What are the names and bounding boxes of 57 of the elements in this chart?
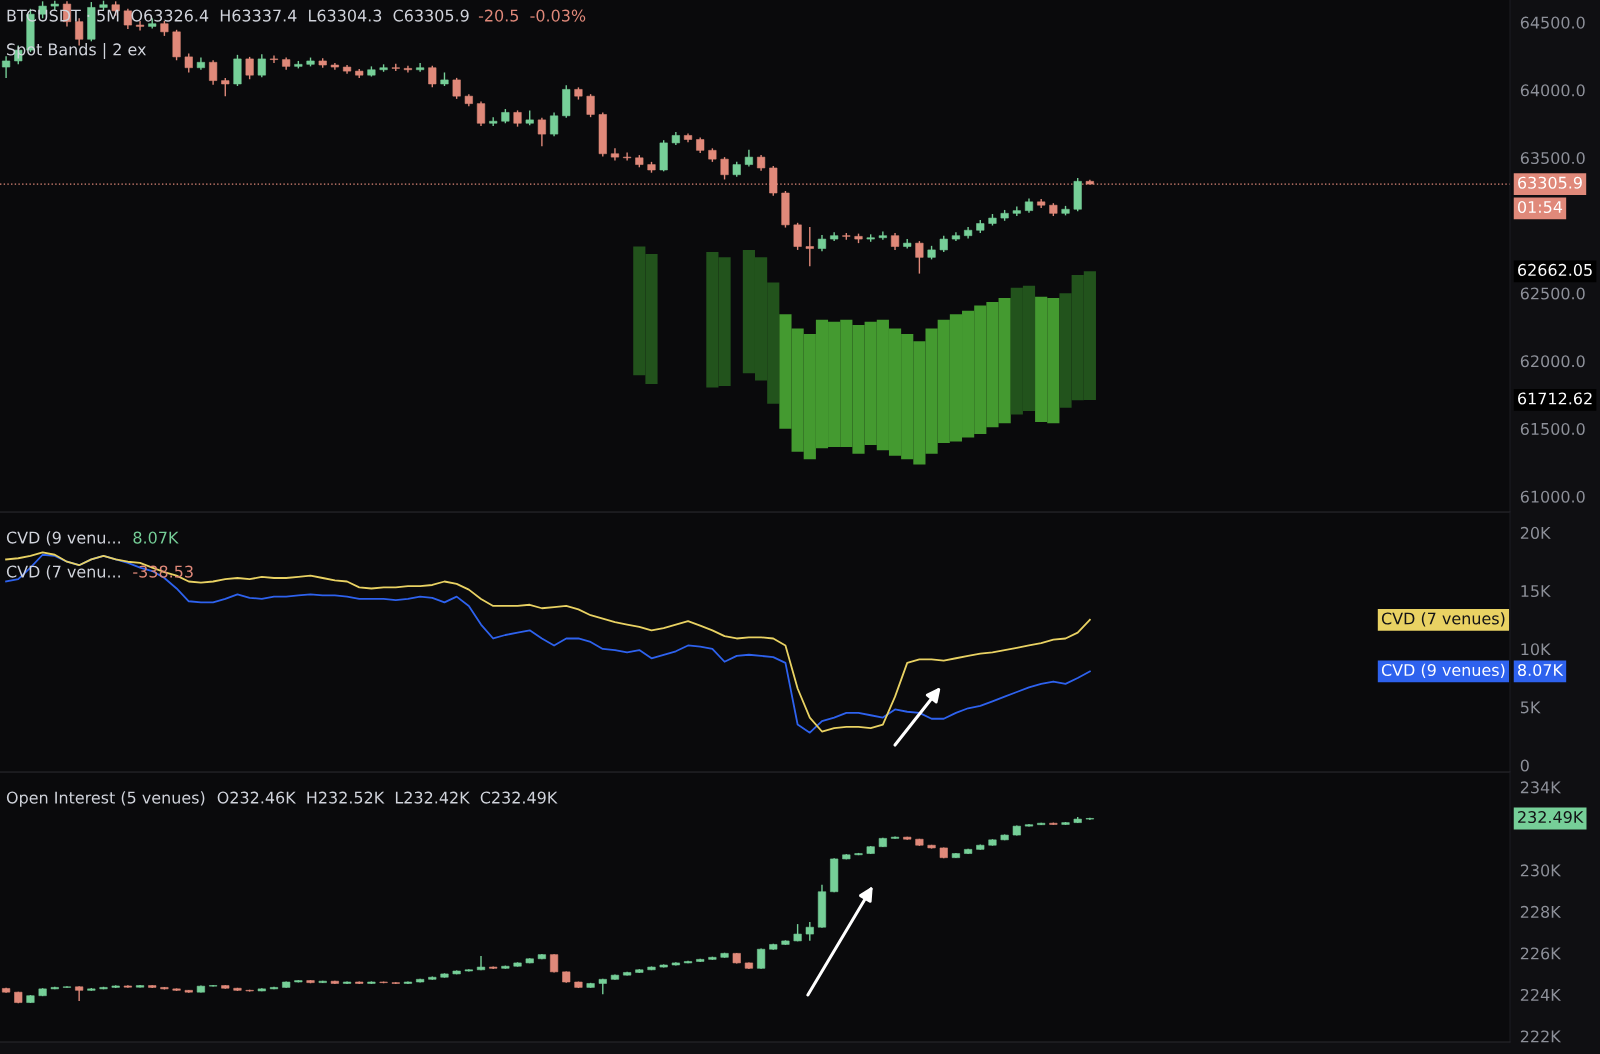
candlestick (623, 151, 632, 162)
candlestick (720, 156, 729, 181)
text: 62662.05 (1518, 263, 1592, 276)
candlestick (805, 921, 814, 942)
text: O232.46K H232.52K L232.42K C232.49K (217, 791, 558, 804)
y-tick-label: 20K (1520, 526, 1551, 539)
y-tick-label: 234K (1520, 781, 1562, 794)
y-tick-label: 62000.0 (1520, 355, 1585, 368)
candlestick (805, 226, 814, 267)
y-tick-label: 224K (1520, 988, 1562, 1001)
y-tick-label: 10K (1521, 643, 1551, 656)
candlestick (75, 985, 84, 1002)
candlestick (428, 64, 437, 89)
y-tick-label: 222K (1520, 1030, 1562, 1043)
candlestick (221, 77, 230, 97)
y-tick-label: 15K (1521, 585, 1551, 598)
ref-line-label: 63305.9 (1518, 176, 1582, 189)
text: CVD (7 venues) (1381, 612, 1505, 627)
candlestick (257, 53, 266, 78)
y-tick-label: 64500.0 (1520, 16, 1585, 29)
text: 8.07K (1518, 663, 1564, 677)
text: 61712.62 (1518, 392, 1592, 405)
y-tick-label: 64000.0 (1520, 84, 1585, 97)
candlestick (915, 240, 924, 275)
annotation: 8.07K (133, 531, 179, 544)
candlestick (476, 100, 486, 127)
candlestick (586, 93, 595, 118)
y-tick-label: 0 (1520, 759, 1529, 772)
annotation: -20.5 -0.03% (478, 9, 586, 22)
candlestick (610, 147, 620, 162)
y-tick-label: 61000.0 (1520, 490, 1585, 503)
y-tick-label: 230K (1520, 864, 1562, 877)
text: Open Interest (5 venues) (6, 791, 205, 807)
candlestick (209, 59, 218, 86)
candlestick (452, 77, 461, 100)
candlestick (123, 8, 132, 30)
y-tick-label: 226K (1520, 947, 1562, 960)
text: 01:54 (1518, 200, 1563, 214)
candlestick (793, 222, 802, 251)
candlestick (878, 230, 887, 241)
candlestick (489, 116, 498, 127)
candlestick (135, 20, 145, 32)
y-tick-label: 63500.0 (1520, 152, 1585, 165)
candlestick (184, 52, 193, 74)
legend-label: CVD (9 venues) (1381, 663, 1505, 678)
candlestick (550, 111, 559, 137)
y-tick-label: 228K (1520, 905, 1562, 918)
candlestick (269, 54, 279, 64)
y-tick-label: 62500.0 (1520, 287, 1585, 300)
annotation: CVD (9 venu... (6, 531, 120, 546)
y-tick-label: 61500.0 (1520, 422, 1585, 435)
candlestick (245, 56, 254, 80)
candlestick (537, 117, 546, 147)
candlestick (476, 955, 486, 971)
candlestick (416, 62, 425, 73)
text: 232.49K (1518, 811, 1584, 824)
y-tick-label: 5K (1520, 701, 1541, 714)
